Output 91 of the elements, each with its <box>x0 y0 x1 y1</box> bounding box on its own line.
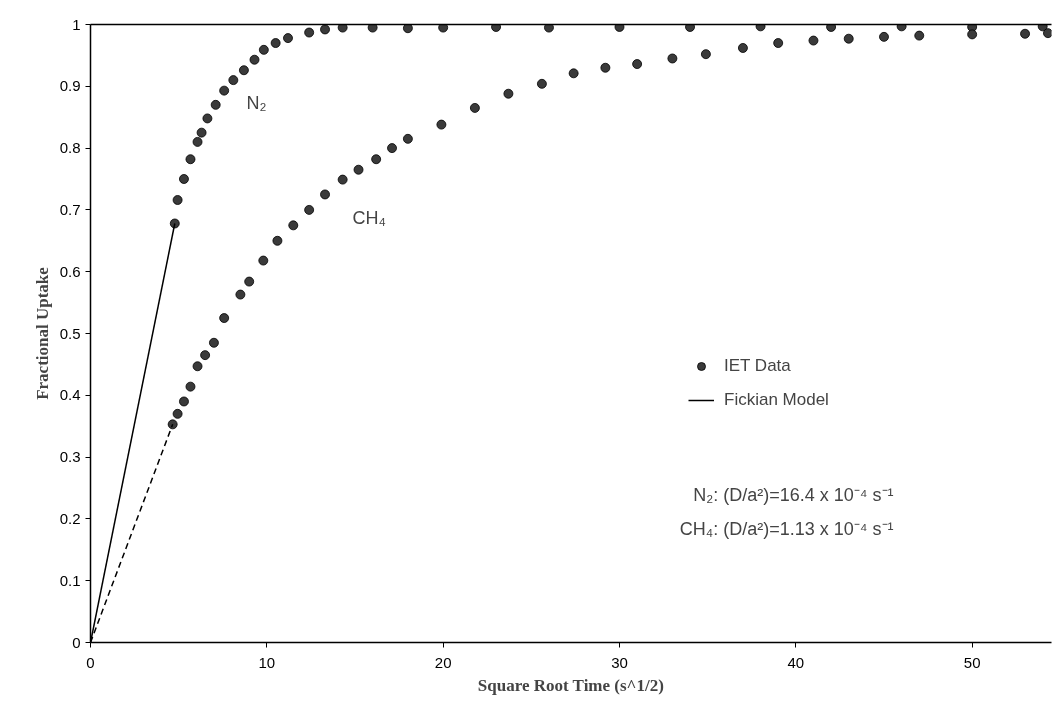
point <box>179 174 189 184</box>
y-tick-label: 0.6 <box>59 262 81 280</box>
point <box>544 24 554 33</box>
point <box>470 103 480 113</box>
point <box>219 85 230 96</box>
annotation: N₂: (D/a²)=16.4 x 10⁻⁴ s⁻¹ <box>693 484 894 505</box>
point <box>172 408 183 419</box>
point <box>320 189 330 200</box>
x-tick-label: 0 <box>86 653 95 671</box>
point <box>185 381 196 392</box>
point <box>843 33 854 44</box>
point <box>304 27 315 38</box>
point <box>967 29 978 40</box>
point <box>288 220 299 231</box>
annotation: N₂ <box>246 92 267 113</box>
annotation: CH₄ <box>352 207 386 228</box>
legend-label: Fickian Model <box>724 390 829 410</box>
point <box>192 137 203 147</box>
y-tick-label: 0.2 <box>59 509 81 527</box>
point <box>600 62 611 73</box>
annotation: CH₄: (D/a²)=1.13 x 10⁻⁴ s⁻¹ <box>679 518 894 539</box>
x-axis-title: Square Root Time (s^1/2) <box>477 675 664 695</box>
point <box>367 24 378 33</box>
point <box>773 38 784 48</box>
point <box>402 24 413 34</box>
point <box>210 99 221 110</box>
point <box>258 255 269 266</box>
point <box>283 33 293 43</box>
point <box>258 44 269 55</box>
point <box>1043 28 1052 39</box>
point <box>172 195 183 205</box>
point <box>491 24 501 32</box>
point <box>402 133 413 144</box>
legend-label: IET Data <box>724 356 791 376</box>
point <box>353 164 364 175</box>
point <box>235 289 246 300</box>
point <box>304 205 315 215</box>
y-tick-label: 0.7 <box>59 200 81 218</box>
y-tick-label: 0.1 <box>59 571 81 589</box>
point <box>436 119 447 130</box>
point <box>738 43 748 53</box>
point <box>202 113 213 124</box>
point <box>228 75 239 86</box>
point <box>1037 24 1048 32</box>
x-tick-label: 40 <box>787 653 805 671</box>
point <box>808 35 819 46</box>
point <box>219 313 230 323</box>
point <box>387 143 397 153</box>
point <box>700 49 711 60</box>
y-tick-label: 0.3 <box>59 448 81 466</box>
point <box>537 78 547 89</box>
point <box>667 53 678 64</box>
point <box>249 54 260 65</box>
point <box>239 65 249 76</box>
x-tick-label: 10 <box>258 653 276 671</box>
point <box>826 24 836 32</box>
x-tick-label: 30 <box>611 653 628 671</box>
point <box>568 68 579 79</box>
point <box>755 24 766 32</box>
x-tick-label: 20 <box>434 653 452 671</box>
x-tick-label: 50 <box>963 653 981 671</box>
y-tick-label: 0.8 <box>59 139 81 157</box>
y-axis-title: Fractional Uptake <box>32 266 52 400</box>
point <box>337 24 348 33</box>
point <box>337 174 348 185</box>
point <box>685 24 695 32</box>
point <box>614 24 625 32</box>
y-tick-label: 0.5 <box>59 324 81 342</box>
point <box>914 30 925 41</box>
point <box>185 154 196 165</box>
y-tick-label: 0.9 <box>59 77 81 95</box>
point <box>200 350 211 361</box>
point <box>272 235 283 246</box>
point <box>192 361 203 372</box>
point <box>179 396 189 407</box>
point <box>896 24 907 32</box>
point <box>209 337 219 348</box>
point <box>371 154 382 165</box>
point <box>438 24 449 33</box>
point <box>320 24 330 35</box>
point <box>632 59 643 69</box>
point <box>270 38 281 48</box>
point <box>503 88 514 99</box>
y-tick-label: 0.4 <box>59 386 81 404</box>
y-tick-label: 1 <box>72 15 81 33</box>
point <box>244 276 255 287</box>
point <box>879 31 889 42</box>
point <box>196 127 207 138</box>
y-tick-label: 0 <box>72 633 81 651</box>
point <box>1020 28 1030 39</box>
point <box>167 419 178 430</box>
